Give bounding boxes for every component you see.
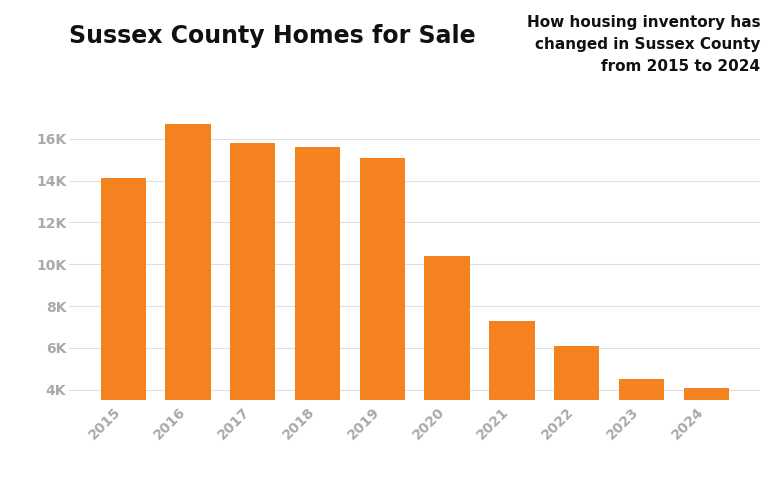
Bar bbox=[684, 387, 729, 473]
Bar bbox=[165, 124, 210, 473]
Bar bbox=[554, 346, 599, 473]
Bar bbox=[359, 158, 405, 473]
Bar bbox=[489, 321, 535, 473]
Text: Sussex County Homes for Sale: Sussex County Homes for Sale bbox=[69, 24, 475, 48]
Text: How housing inventory has
changed in Sussex County
from 2015 to 2024: How housing inventory has changed in Sus… bbox=[527, 15, 760, 74]
Bar bbox=[101, 179, 146, 473]
Bar bbox=[295, 147, 340, 473]
Bar bbox=[425, 256, 470, 473]
Bar bbox=[230, 143, 276, 473]
Bar bbox=[619, 379, 664, 473]
